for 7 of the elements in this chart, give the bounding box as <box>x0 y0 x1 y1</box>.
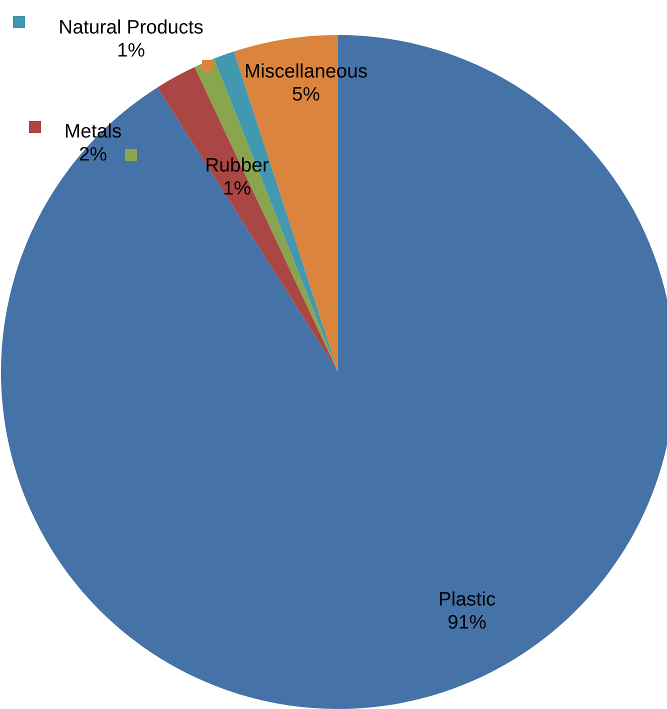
legend-label: Natural Products <box>60 19 203 34</box>
data-label: 1% <box>118 43 144 57</box>
data-label: 1% <box>224 181 250 195</box>
data-label: 91% <box>448 614 486 629</box>
slice-label: Plastic <box>440 591 496 606</box>
data-label: 5% <box>292 87 320 101</box>
data-label: 2% <box>80 146 106 161</box>
